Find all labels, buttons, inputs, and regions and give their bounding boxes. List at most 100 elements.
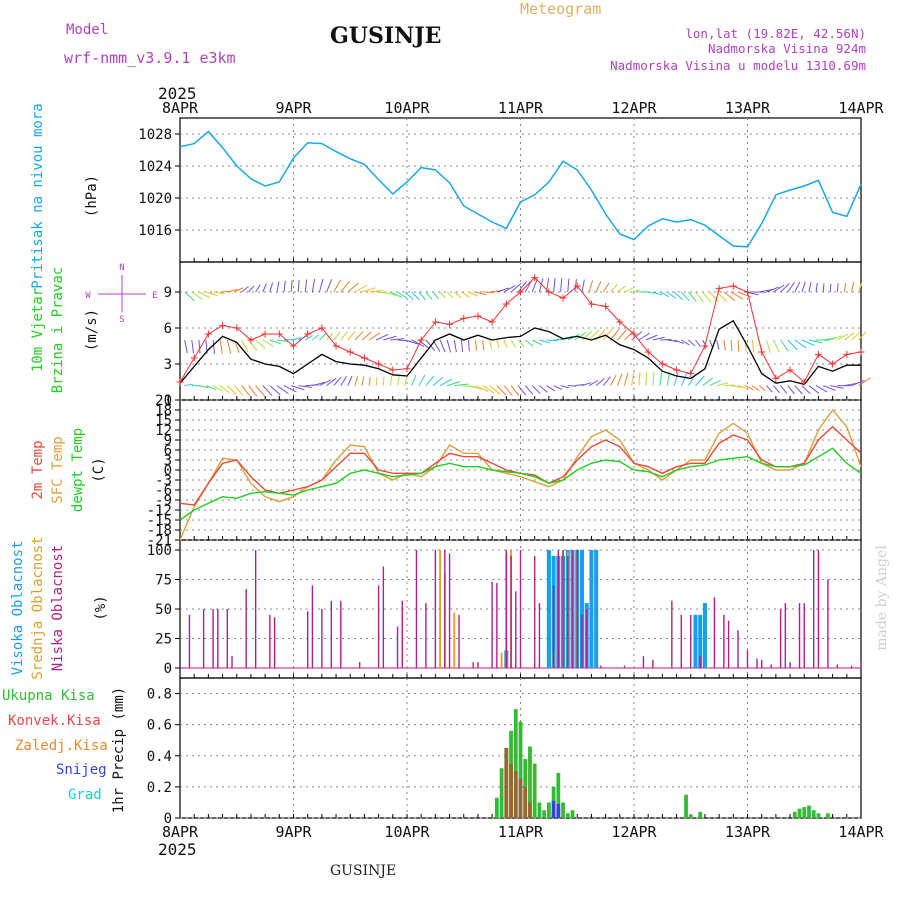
wind-arrow <box>645 334 658 341</box>
wind-gust-marker <box>644 348 652 356</box>
wind-arrow <box>510 282 522 293</box>
cloud-low-bar <box>245 588 247 668</box>
precip-snow-bar <box>551 800 556 818</box>
wind-arrow <box>638 332 651 341</box>
wind-arrow <box>411 374 417 386</box>
wind-arrow <box>468 291 479 297</box>
precip-total-bar <box>518 721 523 818</box>
cloud-mid-bar <box>500 652 503 668</box>
wind-arrow <box>361 376 365 386</box>
wind-arrow <box>212 339 215 354</box>
wind-gust-marker <box>545 288 553 296</box>
wind-arrow <box>191 291 203 300</box>
wind-arrow <box>695 375 705 386</box>
wind-arrow <box>191 339 194 354</box>
y-tick-label-cloud: 25 <box>155 632 172 648</box>
wind-arrow <box>404 291 414 300</box>
wind-arrow <box>503 285 516 293</box>
wind-arrow <box>645 371 648 386</box>
temp-sfc-label: SFC Temp <box>50 436 66 503</box>
wind-gust-marker <box>375 360 383 368</box>
wind-arrow <box>269 339 282 345</box>
wind-gust-marker <box>204 330 212 338</box>
y-tick-label-temp: -9 <box>155 493 172 509</box>
wind-label-2: Brzina i Pravac <box>50 267 66 393</box>
wind-arrow <box>347 282 359 293</box>
wind-arrow <box>198 291 211 299</box>
wind-arrow <box>262 339 274 347</box>
wind-arrow <box>652 371 655 386</box>
wind-arrow <box>205 291 218 297</box>
wind-arrow <box>631 331 643 341</box>
precip-conv-bar <box>523 786 528 818</box>
time-label-bottom: 10APR <box>384 823 430 841</box>
wind-arrow <box>808 385 820 394</box>
cloud-high-bar <box>579 550 584 668</box>
wind-arrow <box>482 291 495 294</box>
year-top: 2025 <box>158 84 197 103</box>
wind-arrow <box>184 383 194 387</box>
wind-arrow <box>213 291 225 294</box>
wind-arrow <box>631 289 640 293</box>
precip-total-bar <box>532 763 537 818</box>
cloud-low-bar <box>746 650 749 668</box>
cloud-low-bar <box>321 609 323 668</box>
wind-arrow <box>383 335 397 341</box>
cloud-low-bar <box>212 609 214 668</box>
cloud-low-bar <box>860 662 862 668</box>
wind-arrow <box>723 384 736 387</box>
wind-arrow <box>673 291 684 301</box>
wind-arrow <box>226 339 232 354</box>
wind-arrow <box>581 382 592 387</box>
time-label-top: 9APR <box>275 99 312 117</box>
cloud-low-bar <box>581 614 583 668</box>
wind-gust-marker <box>630 330 638 338</box>
wind-arrow <box>567 278 570 293</box>
wind-gust-marker <box>587 300 595 308</box>
wind-arrow <box>255 339 266 349</box>
cloud-low-bar <box>770 664 772 668</box>
wind-arrow <box>532 339 542 346</box>
wind-arrow <box>390 291 403 298</box>
wind-arrow <box>829 283 832 293</box>
wind-arrow <box>283 280 286 293</box>
precip-total-bar <box>807 805 811 818</box>
wind-arrow <box>801 339 815 347</box>
pressure-unit: (hPa) <box>84 175 100 217</box>
wind-arrow <box>758 385 766 392</box>
cloud-low-bar <box>269 614 271 668</box>
cloud-low-bar <box>458 614 460 668</box>
wind-arrow <box>432 291 440 300</box>
wind-arrow <box>780 385 788 394</box>
cloud-low-bar <box>472 662 474 668</box>
cloud-mid-label: Srednja Oblacnost <box>30 536 46 679</box>
precip-snow-bar <box>556 804 561 818</box>
wind-arrow <box>496 287 509 293</box>
wind-gust-marker <box>772 374 780 382</box>
wind-arrow <box>305 334 313 341</box>
wind-arrow <box>241 286 249 293</box>
wind-gust-marker <box>758 348 766 356</box>
wind-gust-marker <box>559 294 567 302</box>
precip-total-bar <box>513 709 518 818</box>
y-tick-label-pressure: 1020 <box>138 191 172 207</box>
wind-arrow <box>184 339 188 354</box>
wind-arrow <box>595 281 602 293</box>
cloud-low-bar <box>254 550 257 668</box>
wind-gust-marker <box>602 302 610 310</box>
cloud-low-bar <box>202 609 205 668</box>
wind-arrow <box>219 339 223 354</box>
wind-arrow <box>695 291 704 303</box>
y-tick-label-temp: -6 <box>155 483 172 499</box>
wind-gust-marker <box>403 365 411 373</box>
wind-arrow <box>716 339 720 350</box>
wind-arrow <box>553 385 563 390</box>
precip-total-bar <box>816 813 821 818</box>
wind-arrow <box>609 283 618 293</box>
wind-arrow <box>496 339 500 349</box>
wind-gust-marker <box>318 324 326 332</box>
wind-gust-marker <box>247 336 255 344</box>
wind-arrow <box>276 339 289 343</box>
wind-arrow <box>453 291 462 299</box>
